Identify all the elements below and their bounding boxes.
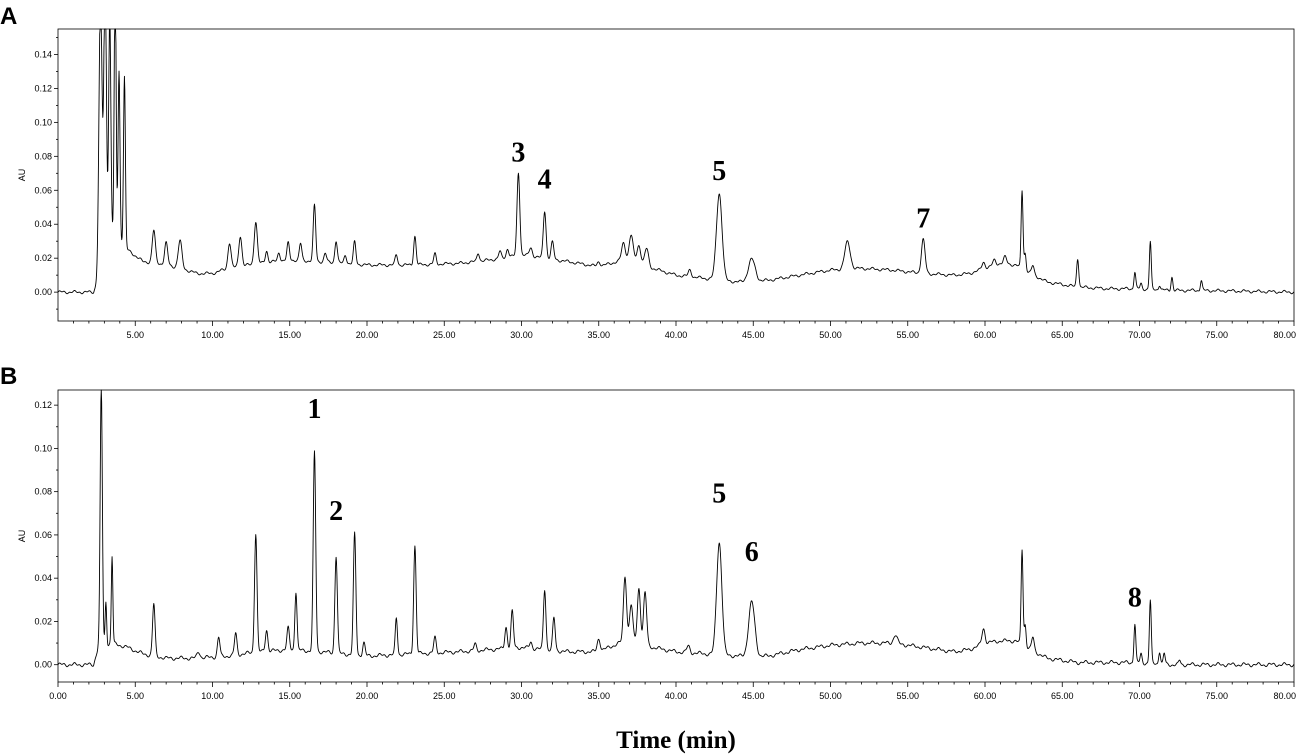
- y-tick-label: 0.04: [34, 219, 52, 229]
- x-tick-label: 35.00: [587, 330, 610, 340]
- x-tick-label: 65.00: [1051, 691, 1074, 701]
- x-tick-label: 40.00: [665, 330, 688, 340]
- peak-label: 8: [1128, 582, 1142, 613]
- peak-label: 2: [329, 496, 343, 527]
- panel-a-frame: [57, 28, 1295, 322]
- x-tick-label: 20.00: [356, 330, 379, 340]
- panel-a-chromatogram: A AU 0.00 0.02 0.04 0.06 0.08 0.10 0.12 0.14 5.…: [0, 3, 1296, 340]
- x-tick-label: 10.00: [201, 330, 224, 340]
- x-tick-label: 30.00: [510, 691, 533, 701]
- x-axis-title: Time (min): [616, 727, 736, 754]
- y-tick-label: 0.10: [34, 117, 52, 127]
- y-tick-label: 0.06: [34, 185, 52, 195]
- peak-label: 4: [538, 165, 552, 196]
- y-tick-label: 0.04: [34, 573, 52, 583]
- panel-a-x-ticks: 5.00 10.00 15.00 20.00 25.00 30.00 35.00 40.00 4…: [73, 321, 1296, 340]
- x-tick-label: 20.00: [356, 691, 379, 701]
- panel-a-trace: [57, 28, 1295, 295]
- x-tick-label: 55.00: [896, 330, 919, 340]
- y-tick-label: 0.02: [34, 253, 52, 263]
- y-tick-label: 0.08: [34, 151, 52, 161]
- y-tick-label: 0.12: [34, 83, 52, 93]
- x-tick-label: 25.00: [433, 691, 456, 701]
- y-tick-label: 0.12: [34, 400, 52, 410]
- panel-b-x-ticks: 0.00 5.00 10.00 15.00 20.00 25.00 30.00 35.00 40…: [49, 682, 1296, 701]
- x-tick-label: 40.00: [665, 691, 688, 701]
- panel-b-peak-labels: 1 2 56 8: [307, 394, 1141, 613]
- x-tick-label: 70.00: [1128, 691, 1151, 701]
- panel-b-trace: [57, 389, 1295, 668]
- x-tick-label: 5.00: [126, 691, 144, 701]
- panel-a-y-axis-label: AU: [17, 169, 27, 182]
- panel-b-letter: B: [0, 363, 17, 390]
- x-tick-label: 75.00: [1205, 330, 1228, 340]
- peak-label: 5: [712, 478, 726, 509]
- x-tick-label: 80.00: [1273, 330, 1296, 340]
- x-tick-label: 55.00: [896, 691, 919, 701]
- x-tick-label: 50.00: [819, 691, 842, 701]
- x-tick-label: 75.00: [1205, 691, 1228, 701]
- peak-label: 5: [712, 156, 726, 187]
- x-tick-label: 45.00: [742, 330, 765, 340]
- y-tick-label: 0.08: [34, 487, 52, 497]
- x-tick-label: 15.00: [278, 691, 301, 701]
- x-tick-label: 60.00: [974, 330, 997, 340]
- y-tick-label: 0.00: [34, 287, 52, 297]
- y-tick-label: 0.14: [34, 49, 52, 59]
- panel-a-y-ticks: 0.00 0.02 0.04 0.06 0.08 0.10 0.12 0.14: [34, 37, 58, 310]
- peak-label: 1: [307, 394, 321, 425]
- x-tick-label: 65.00: [1051, 330, 1074, 340]
- x-tick-label: 30.00: [510, 330, 533, 340]
- panel-b-y-ticks: 0.00 0.02 0.04 0.06 0.08 0.10 0.12: [34, 400, 58, 670]
- x-tick-label: 10.00: [201, 691, 224, 701]
- panel-a-letter: A: [0, 3, 17, 30]
- x-tick-label: 50.00: [819, 330, 842, 340]
- x-tick-label: 15.00: [278, 330, 301, 340]
- x-tick-label: 5.00: [126, 330, 144, 340]
- x-tick-label: 45.00: [742, 691, 765, 701]
- x-tick-label: 80.00: [1273, 691, 1296, 701]
- y-tick-label: 0.02: [34, 616, 52, 626]
- x-tick-label: 25.00: [433, 330, 456, 340]
- y-tick-label: 0.10: [34, 443, 52, 453]
- panel-b-frame: [57, 389, 1295, 683]
- y-tick-label: 0.00: [34, 660, 52, 670]
- y-tick-label: 0.06: [34, 530, 52, 540]
- x-tick-label: 35.00: [587, 691, 610, 701]
- panel-b-y-axis-label: AU: [17, 530, 27, 543]
- peak-label: 6: [745, 537, 759, 568]
- peak-label: 3: [511, 137, 525, 168]
- panel-b-chromatogram: B AU 0.00 0.02 0.04 0.06 0.08 0.10 0.12 0.00 5.…: [0, 363, 1296, 701]
- x-tick-label: 70.00: [1128, 330, 1151, 340]
- peak-label: 7: [916, 204, 930, 235]
- x-tick-label: 60.00: [974, 691, 997, 701]
- panel-a-peak-labels: 34 5 7: [511, 137, 930, 234]
- x-tick-label: 0.00: [49, 691, 67, 701]
